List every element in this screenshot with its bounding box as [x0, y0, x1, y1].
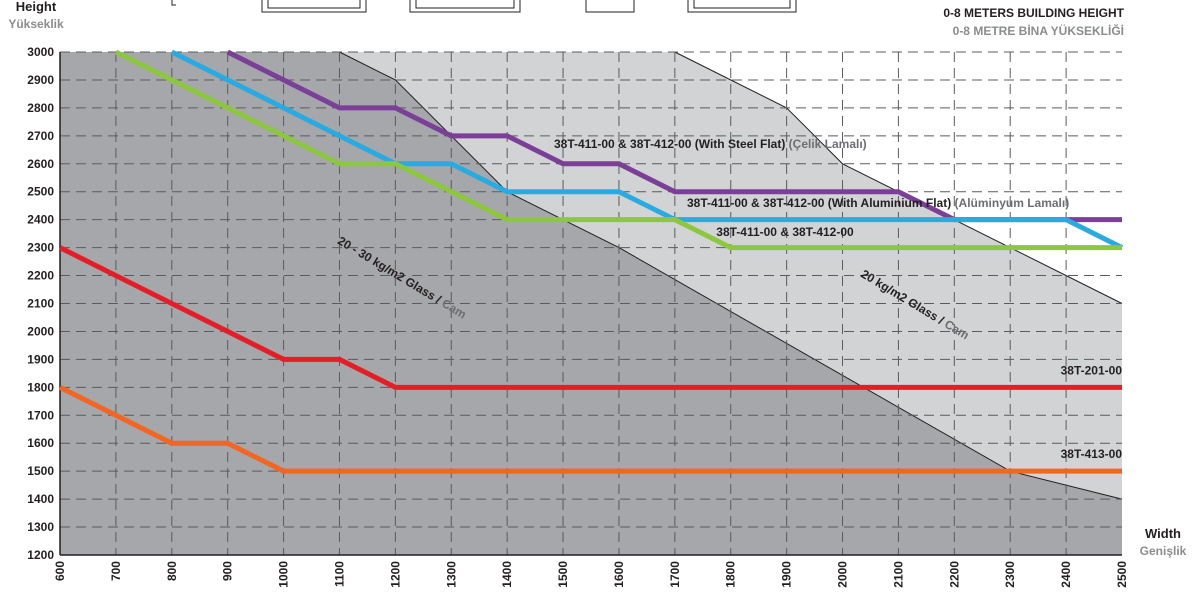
- y-tick-label: 2000: [27, 324, 54, 338]
- x-tick-label: 2200: [947, 561, 961, 588]
- profile-sketch-icons: [171, 0, 797, 13]
- y-tick-label: 1700: [27, 408, 54, 422]
- y-tick-label: 2300: [27, 241, 54, 255]
- y-tick-label: 2600: [27, 157, 54, 171]
- series-label-5: 38T-413-00: [1061, 447, 1123, 461]
- y-tick-label: 1300: [27, 520, 54, 534]
- x-tick-label: 700: [109, 561, 123, 581]
- y-tick-label: 2100: [27, 297, 54, 311]
- x-tick-label: 1500: [556, 561, 570, 588]
- series-label-1: 38T-411-00 & 38T-412-00 (With Steel Flat…: [554, 137, 867, 151]
- series-label-main: 38T-411-00 & 38T-412-00 (With Steel Flat…: [554, 137, 789, 151]
- series-label-4: 38T-201-00: [1061, 363, 1123, 377]
- y-tick-label: 1900: [27, 352, 54, 366]
- series-line-1: [226, 49, 1122, 223]
- y-tick-label: 1800: [27, 380, 54, 394]
- y-tick-label: 2500: [27, 185, 54, 199]
- x-tick-label: 2500: [1115, 561, 1129, 588]
- x-tick-label: 1100: [332, 561, 346, 587]
- x-tick-label: 600: [53, 561, 67, 581]
- series-label-main: 38T-411-00 & 38T-412-00 (With Aluminium …: [687, 196, 955, 210]
- y-axis-title-tr: Yükseklik: [8, 17, 64, 31]
- x-axis-title-tr: Genişlik: [1140, 544, 1187, 558]
- x-tick-label: 1000: [277, 561, 291, 588]
- y-tick-label: 2800: [27, 101, 54, 115]
- y-tick-label: 1600: [27, 436, 54, 450]
- x-tick-label: 1700: [668, 561, 682, 588]
- y-tick-label: 1500: [27, 464, 54, 478]
- x-tick-label: 1300: [444, 561, 458, 588]
- series-line-4: [58, 245, 1122, 390]
- x-tick-label: 2000: [836, 561, 850, 588]
- profile-sketch-icon: [409, 0, 521, 13]
- building-height-title: 0-8 METERS BUILDING HEIGHT: [943, 6, 1124, 20]
- profile-sketch-icon: [687, 0, 797, 13]
- series-label-tr: (Çelik Lamalı): [789, 137, 867, 151]
- x-tick-label: 2400: [1059, 561, 1073, 588]
- profile-sketch-icon: [585, 0, 635, 13]
- x-axis-title: Width: [1145, 526, 1181, 541]
- x-tick-label: 2300: [1003, 561, 1017, 588]
- x-tick-label: 1400: [500, 561, 514, 588]
- series-line-2: [170, 49, 1124, 250]
- x-tick-label: 1800: [724, 561, 738, 588]
- y-tick-label: 2400: [27, 213, 54, 227]
- x-tick-label: 1600: [612, 561, 626, 588]
- x-tick-label: 1900: [780, 561, 794, 588]
- series-line-3: [114, 49, 1122, 251]
- y-tick-label: 3000: [27, 45, 54, 59]
- y-tick-label: 1400: [27, 492, 54, 506]
- y-axis-title: Height: [16, 0, 57, 14]
- x-tick-label: 900: [221, 561, 235, 581]
- x-tick-label: 2100: [891, 561, 905, 588]
- profile-sketch-icon: [171, 0, 176, 6]
- x-tick-label: 800: [165, 561, 179, 581]
- series-label-2: 38T-411-00 & 38T-412-00 (With Aluminium …: [687, 196, 1069, 210]
- y-tick-label: 2700: [27, 129, 54, 143]
- series-label-3: 38T-411-00 & 38T-412-00: [716, 225, 854, 239]
- x-tick-label: 1200: [388, 561, 402, 588]
- y-tick-label: 2200: [27, 269, 54, 283]
- building-height-title-tr: 0-8 METRE BİNA YÜKSEKLİĞİ: [953, 23, 1124, 38]
- series-line-5: [58, 385, 1122, 474]
- y-tick-label: 2900: [27, 73, 54, 87]
- plot-area: 1200 1300 1400 1500 1600 1700 1800 1900 2000 2100…: [27, 45, 1129, 588]
- profile-sketch-icon: [261, 0, 367, 13]
- y-tick-label: 1200: [27, 548, 54, 562]
- series-label-tr: (Alüminyum Lamalı): [955, 196, 1070, 210]
